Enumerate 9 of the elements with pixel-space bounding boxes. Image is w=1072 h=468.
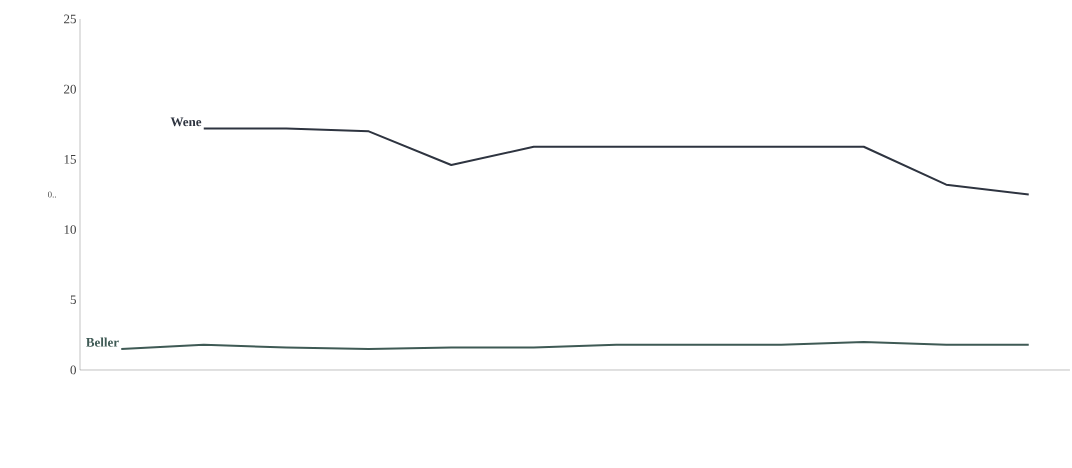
y-tick-label: 0	[70, 365, 76, 375]
y-tick-label: 20	[64, 84, 76, 94]
series-label: Wene	[170, 117, 202, 127]
y-axis-title: 0..	[47, 191, 57, 198]
y-tick-label: 10	[64, 225, 76, 234]
y-tick-label: 5	[70, 295, 76, 305]
series-label: Beller	[86, 337, 119, 347]
y-tick-label: 15	[64, 155, 76, 164]
y-tick-label: 25	[64, 14, 76, 24]
